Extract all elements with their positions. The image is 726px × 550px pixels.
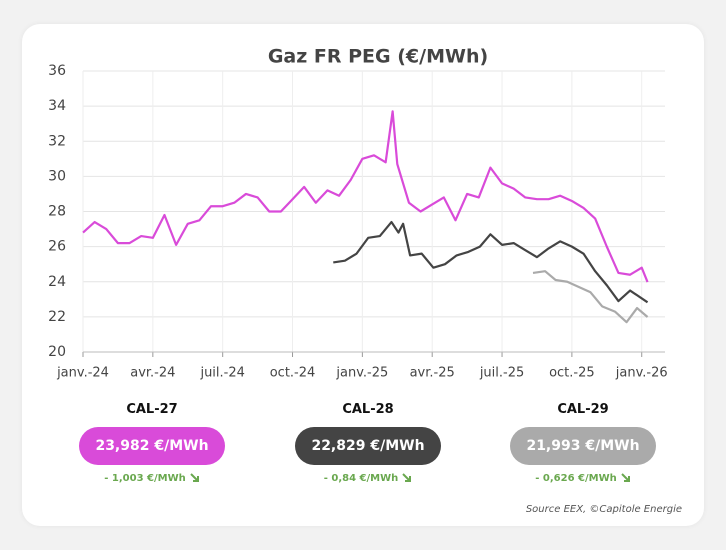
series-line: [82, 110, 649, 283]
y-tick-label: 32: [48, 133, 66, 149]
price-pill: 22,829 €/MWh: [295, 427, 441, 465]
chart: Gaz FR PEG (€/MWh) 20 22 24 26 28 30 32 34 36 jan…: [48, 46, 668, 381]
price-card: CAL-27 23,982 €/MWh - 1,003 €/MWh: [67, 402, 237, 484]
y-tick-label: 26: [48, 239, 66, 255]
y-tick-label: 24: [48, 274, 66, 290]
x-tick-label: juil.-24: [199, 366, 244, 381]
down-arrow-icon: [621, 473, 630, 482]
y-tick-label: 20: [48, 344, 66, 360]
y-tick-label: 30: [48, 168, 66, 184]
price-change: - 0,84 €/MWh: [283, 473, 453, 484]
arrow: [402, 473, 412, 482]
source: Source EEX, ©Capitole Energie: [525, 504, 682, 515]
x-tick-label: avr.-25: [410, 366, 455, 381]
series-line: [532, 270, 649, 324]
arrow: [621, 473, 630, 482]
down-arrow-icon: [190, 473, 199, 482]
x-tick-label: janv.-25: [335, 366, 388, 381]
x-tick-label: oct.-24: [270, 366, 316, 381]
card-label: CAL-29: [557, 402, 609, 417]
x-tick-label: juil.-25: [479, 366, 524, 381]
card-label: CAL-28: [342, 402, 394, 417]
x-tick-label: oct.-25: [549, 366, 595, 381]
change-text: - 0,626 €/MWh: [535, 473, 617, 484]
card-label: CAL-27: [126, 402, 178, 417]
x-tick-label: janv.-26: [615, 366, 668, 381]
price-change: - 1,003 €/MWh: [67, 473, 237, 484]
x-tick-label: janv.-24: [56, 366, 109, 381]
arrow: [190, 473, 199, 482]
y-tick-label: 28: [48, 204, 66, 220]
change-text: - 1,003 €/MWh: [104, 473, 186, 484]
price-card: CAL-29 21,993 €/MWh - 0,626 €/MWh: [498, 402, 668, 484]
change-text: - 0,84 €/MWh: [323, 473, 399, 484]
down-arrow-icon: [402, 473, 412, 482]
y-tick-label: 22: [48, 309, 66, 325]
chart-title: Gaz FR PEG (€/MWh): [268, 46, 488, 68]
price-pill: 21,993 €/MWh: [510, 427, 656, 465]
y-tick-label: 34: [48, 98, 66, 114]
y-tick-label: 36: [48, 63, 66, 79]
price-change: - 0,626 €/MWh: [498, 473, 668, 484]
x-tick-label: avr.-24: [130, 366, 175, 381]
price-card: CAL-28 22,829 €/MWh - 0,84 €/MWh: [283, 402, 453, 484]
price-pill: 23,982 €/MWh: [79, 427, 225, 465]
series-line: [333, 220, 649, 304]
